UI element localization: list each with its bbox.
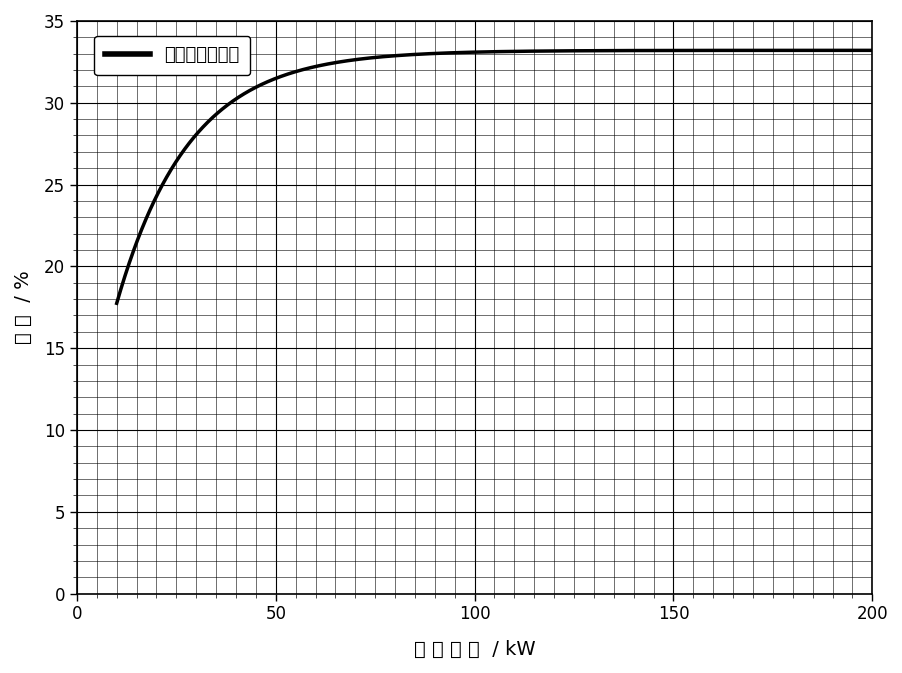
- Y-axis label: 效 率  / %: 效 率 / %: [14, 271, 32, 344]
- X-axis label: 发 电 功 率  / kW: 发 电 功 率 / kW: [414, 640, 536, 659]
- Legend: 效率与出力曲线: 效率与出力曲线: [94, 36, 251, 75]
